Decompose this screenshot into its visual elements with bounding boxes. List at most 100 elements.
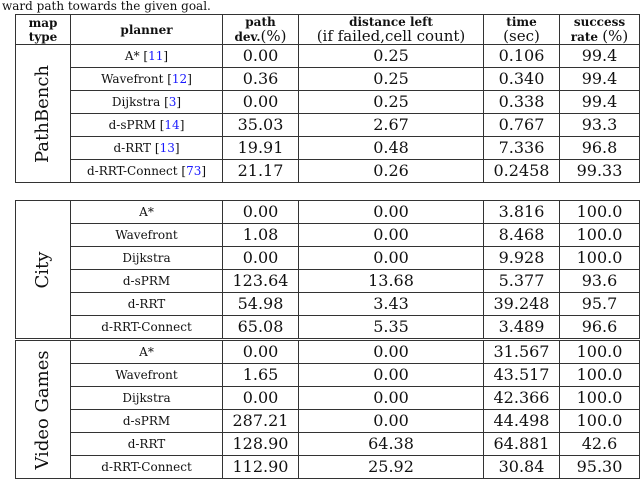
table-row: Video Games A* 0.00 0.00 31.567 100.0 bbox=[15, 340, 640, 479]
time-cell: 5.377 bbox=[483, 269, 560, 293]
success-rate-cell: 100.0 bbox=[559, 200, 640, 224]
planner-name: A* bbox=[139, 205, 154, 219]
time-cell: 64.881 bbox=[483, 432, 560, 456]
distance-left-cell: 0.25 bbox=[298, 44, 484, 68]
planner-name: d-RRT bbox=[113, 141, 152, 155]
success-rate-cell: 100.0 bbox=[559, 409, 640, 433]
citation-link[interactable]: 11 bbox=[148, 49, 164, 63]
time-cell: 0.338 bbox=[483, 90, 560, 114]
path-dev-cell: 112.90 bbox=[222, 455, 299, 479]
planner-cell: d-sPRM bbox=[70, 269, 223, 293]
planner-cell: d-RRT-Connect bbox=[70, 315, 223, 339]
path-dev-cell: 0.00 bbox=[222, 386, 299, 410]
path-dev-cell: 21.17 bbox=[222, 159, 299, 183]
path-dev-cell: 0.00 bbox=[222, 340, 299, 364]
table-row: Wavefront [12] 0.36 0.25 0.340 99.4 bbox=[16, 67, 640, 91]
distance-left-cell: 0.00 bbox=[298, 363, 484, 387]
planner-name: d-sPRM bbox=[122, 274, 171, 288]
planner-name: d-sPRM bbox=[122, 414, 171, 428]
distance-left-cell: 25.92 bbox=[298, 455, 484, 479]
time-cell: 31.567 bbox=[483, 340, 560, 364]
citation-link[interactable]: 3 bbox=[168, 95, 177, 109]
planner-cell: Wavefront bbox=[70, 223, 223, 247]
planner-cell: d-RRT [13] bbox=[70, 136, 223, 160]
path-dev-cell: 0.00 bbox=[222, 44, 299, 68]
table-row: Wavefront 1.08 0.00 8.468 100.0 bbox=[16, 223, 640, 247]
distance-left-cell: 0.00 bbox=[298, 340, 484, 364]
planner-cell: d-RRT-Connect bbox=[70, 455, 223, 479]
planner-cell: Dijkstra bbox=[70, 246, 223, 270]
header-success-rate: success rate (%) bbox=[559, 14, 640, 45]
planner-cell: Wavefront [12] bbox=[70, 67, 223, 91]
distance-left-cell: 0.00 bbox=[298, 386, 484, 410]
distance-left-cell: 3.43 bbox=[298, 292, 484, 316]
table-row: PathBench A* [11] 0.00 0.25 0.106 99.4 bbox=[15, 44, 640, 183]
path-dev-cell: 54.98 bbox=[222, 292, 299, 316]
table-row: City A* 0.00 0.00 3.816 100.0 bbox=[15, 200, 640, 339]
map-type-label: Video Games bbox=[32, 349, 53, 470]
table-row: d-sPRM 123.64 13.68 5.377 93.6 bbox=[16, 269, 640, 293]
distance-left-cell: 0.26 bbox=[298, 159, 484, 183]
path-dev-cell: 123.64 bbox=[222, 269, 299, 293]
path-dev-cell: 0.00 bbox=[222, 90, 299, 114]
distance-left-cell: 0.25 bbox=[298, 67, 484, 91]
citation-link[interactable]: 73 bbox=[186, 164, 202, 178]
planner-name: d-RRT-Connect bbox=[101, 460, 192, 474]
distance-left-cell: 0.00 bbox=[298, 246, 484, 270]
results-table-pathbench: map type planner path dev.(%) distance lef… bbox=[15, 14, 640, 183]
planner-name: d-RRT-Connect bbox=[86, 164, 178, 178]
planner-name: d-sPRM bbox=[108, 118, 156, 132]
results-table-city: City A* 0.00 0.00 3.816 100.0 Wavefront 1.08 0.0… bbox=[15, 200, 640, 339]
planner-name: A* bbox=[139, 345, 154, 359]
header-time: time (sec) bbox=[483, 14, 560, 45]
distance-left-cell: 0.25 bbox=[298, 90, 484, 114]
caption-fragment: ward path towards the given goal. bbox=[2, 0, 211, 13]
planner-cell: d-RRT bbox=[70, 432, 223, 456]
planner-cell: A* bbox=[70, 340, 223, 364]
time-cell: 9.928 bbox=[483, 246, 560, 270]
table-row: d-sPRM [14] 35.03 2.67 0.767 93.3 bbox=[16, 113, 640, 137]
path-dev-cell: 19.91 bbox=[222, 136, 299, 160]
map-type-cell: PathBench bbox=[15, 44, 71, 183]
planner-name: Wavefront bbox=[115, 228, 178, 242]
time-cell: 44.498 bbox=[483, 409, 560, 433]
planner-name: A* bbox=[124, 49, 140, 63]
citation-link[interactable]: 12 bbox=[171, 72, 188, 86]
path-dev-cell: 0.00 bbox=[222, 246, 299, 270]
header-distance-left: distance left (if failed,cell count) bbox=[298, 14, 484, 45]
planner-cell: A* [11] bbox=[70, 44, 223, 68]
planner-name: d-RRT-Connect bbox=[101, 320, 192, 334]
planner-cell: d-RRT-Connect [73] bbox=[70, 159, 223, 183]
success-rate-cell: 96.6 bbox=[559, 315, 640, 339]
path-dev-cell: 287.21 bbox=[222, 409, 299, 433]
table-row: d-RRT [13] 19.91 0.48 7.336 96.8 bbox=[16, 136, 640, 160]
citation-link[interactable]: 13 bbox=[159, 141, 175, 155]
time-cell: 0.106 bbox=[483, 44, 560, 68]
distance-left-cell: 64.38 bbox=[298, 432, 484, 456]
time-cell: 0.767 bbox=[483, 113, 560, 137]
success-rate-cell: 42.6 bbox=[559, 432, 640, 456]
path-dev-cell: 65.08 bbox=[222, 315, 299, 339]
distance-left-cell: 0.00 bbox=[298, 200, 484, 224]
results-table-video-games: Video Games A* 0.00 0.00 31.567 100.0 Wavefron… bbox=[15, 340, 640, 479]
planner-cell: d-RRT bbox=[70, 292, 223, 316]
table-row: Dijkstra 0.00 0.00 9.928 100.0 bbox=[16, 246, 640, 270]
success-rate-cell: 100.0 bbox=[559, 223, 640, 247]
planner-cell: Wavefront bbox=[70, 363, 223, 387]
map-type-cell: City bbox=[15, 200, 71, 339]
planner-name: d-RRT bbox=[127, 297, 166, 311]
table-row: Dijkstra [3] 0.00 0.25 0.338 99.4 bbox=[16, 90, 640, 114]
success-rate-cell: 100.0 bbox=[559, 340, 640, 364]
success-rate-cell: 99.4 bbox=[559, 44, 640, 68]
distance-left-cell: 0.00 bbox=[298, 409, 484, 433]
time-cell: 8.468 bbox=[483, 223, 560, 247]
path-dev-cell: 0.00 bbox=[222, 200, 299, 224]
header-row: map type planner path dev.(%) distance lef… bbox=[15, 14, 640, 45]
success-rate-cell: 95.7 bbox=[559, 292, 640, 316]
citation-link[interactable]: 14 bbox=[164, 118, 180, 132]
path-dev-cell: 1.65 bbox=[222, 363, 299, 387]
header-path-dev: path dev.(%) bbox=[222, 14, 299, 45]
table-row: d-RRT-Connect [73] 21.17 0.26 0.2458 99.33 bbox=[16, 159, 640, 183]
planner-cell: Dijkstra bbox=[70, 386, 223, 410]
path-dev-cell: 1.08 bbox=[222, 223, 299, 247]
